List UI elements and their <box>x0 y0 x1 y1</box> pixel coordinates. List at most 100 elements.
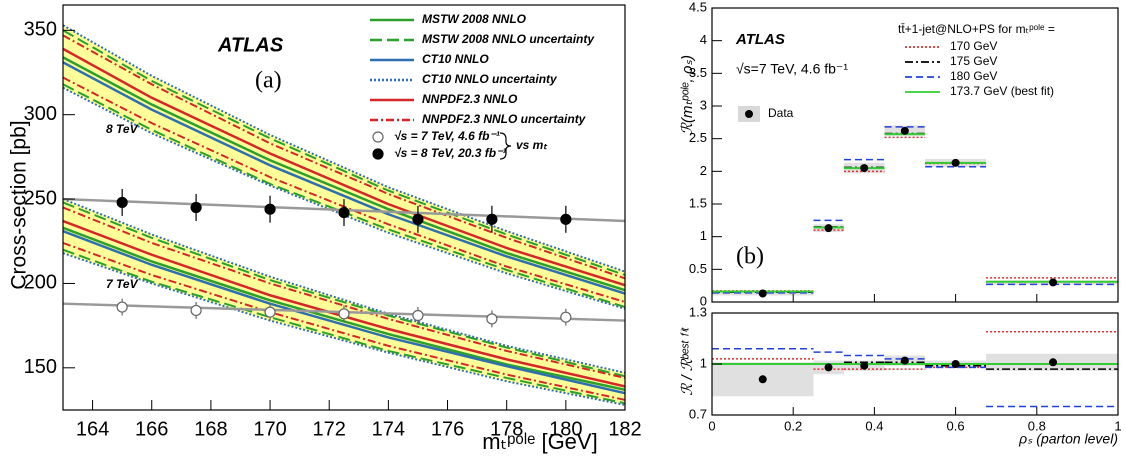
x-tick-label: 174 <box>372 418 405 440</box>
energy-label: 7 TeV <box>106 277 139 291</box>
legend-label: 173.7 GeV (best fit) <box>950 84 1054 98</box>
x-tick-label: 166 <box>135 418 168 440</box>
ratio-point <box>900 356 909 365</box>
legend-label: MSTW 2008 NNLO uncertainty <box>422 32 595 46</box>
panel-label: (b) <box>736 244 764 270</box>
x-tick-label: 168 <box>194 418 227 440</box>
data-point <box>860 164 869 173</box>
y-tick-label: 4.5 <box>689 0 707 14</box>
x-tick-label: 0.4 <box>865 418 883 433</box>
x-tick-label: 0.8 <box>1028 418 1046 433</box>
x-tick-label: 0.2 <box>784 418 802 433</box>
energy-label: √s=7 TeV, 4.6 fb⁻¹ <box>736 61 848 77</box>
data-point <box>412 213 424 225</box>
y-tick-label: 1.3 <box>689 304 707 319</box>
y-tick-label: 2.5 <box>689 130 707 145</box>
legend-label: vs mₜ <box>516 138 548 152</box>
data-point <box>190 201 202 214</box>
panel-label: (a) <box>255 68 282 94</box>
x-tick-label: 170 <box>253 418 286 440</box>
y-axis-label: Cross-section [pb] <box>8 120 31 289</box>
y-tick-label: 2 <box>700 163 707 178</box>
y-tick-label: 3 <box>700 97 707 112</box>
x-tick-label: 0.6 <box>947 418 965 433</box>
energy-label: 8 TeV <box>106 122 139 136</box>
ratio-point <box>860 361 869 370</box>
data-point <box>1049 278 1058 287</box>
y-tick-label: 0.5 <box>689 261 707 276</box>
data-point <box>560 213 572 225</box>
legend-label: 170 GeV <box>950 39 997 53</box>
y-tick-label: 0 <box>700 293 707 308</box>
x-axis-label: mₜᵖᵒˡᵉ [GeV] <box>482 429 597 454</box>
data-point <box>116 301 128 313</box>
theory-curve <box>63 34 625 280</box>
theory-curve <box>63 241 625 401</box>
legend-label: Data <box>768 106 794 120</box>
legend-marker <box>372 148 384 160</box>
y-tick-label: 150 <box>24 356 57 378</box>
data-point <box>758 289 767 298</box>
y-tick-label: 1 <box>700 355 707 370</box>
theory-curve <box>63 61 625 295</box>
data-point <box>190 304 202 317</box>
ratio-point <box>758 375 767 384</box>
data-point <box>264 306 276 318</box>
x-axis-label: ρₛ (parton level) <box>1018 431 1118 447</box>
x-tick-label: 0 <box>708 418 715 433</box>
y-tick-label: 250 <box>24 187 57 209</box>
x-tick-label: 178 <box>490 418 523 440</box>
x-tick-label: 164 <box>76 418 109 440</box>
theory-curve <box>63 29 625 276</box>
theory-curve <box>63 56 625 292</box>
plot-frame <box>711 7 1119 303</box>
y-axis-label: ℛ(mₜᵖᵒˡᵉ, ρₛ) <box>679 55 696 135</box>
x-tick-label: 172 <box>313 418 346 440</box>
theory-curve <box>63 206 625 379</box>
data-point <box>116 196 128 209</box>
ratio-y-label: ℛ / ℛᵇᵉˢᵗ ᶠⁱᵗ <box>679 327 696 396</box>
uncertainty-band <box>63 25 625 309</box>
legend-label: CT10 NNLO uncertainty <box>422 72 558 86</box>
data-point <box>338 308 350 320</box>
legend-label: √s = 8 TeV, 20.3 fb⁻¹ <box>394 146 506 160</box>
legend-label: 180 GeV <box>950 69 997 83</box>
legend-label: NNPDF2.3 NNLO <box>422 92 518 106</box>
ratio-point <box>824 363 833 372</box>
atlas-label: ATLAS <box>217 34 284 56</box>
data-point <box>486 313 498 325</box>
x-tick-label: 176 <box>431 418 464 440</box>
atlas-label: ATLAS <box>735 31 785 48</box>
theory-curve <box>63 83 625 309</box>
theory-curve <box>63 226 625 391</box>
data-point <box>824 224 833 233</box>
data-point <box>560 311 572 323</box>
y-tick-label: 200 <box>24 272 57 294</box>
theory-curve <box>63 76 625 303</box>
legend-label: √s = 7 TeV, 4.6 fb⁻¹ <box>394 129 500 143</box>
ratio-point <box>951 360 960 368</box>
legend-label: CT10 NNLO <box>422 52 489 66</box>
legend-marker <box>372 131 384 143</box>
data-point <box>264 203 276 215</box>
data-point <box>900 126 909 135</box>
plot-frame <box>62 4 626 411</box>
y-tick-label: 0.7 <box>689 406 707 421</box>
x-tick-label: 1 <box>1114 418 1121 433</box>
y-tick-label: 1.5 <box>689 195 707 210</box>
legend-marker <box>745 110 753 118</box>
legend-label: 175 GeV <box>950 54 997 68</box>
legend-brace <box>499 132 512 160</box>
legend-title: tt̄+1-jet@NLO+PS for mₜᵖᵒˡᵉ = <box>898 22 1055 36</box>
x-tick-label: 180 <box>549 418 582 440</box>
y-tick-label: 4 <box>700 32 707 47</box>
data-point <box>412 309 424 322</box>
theory-curve <box>63 248 625 405</box>
theory-curve <box>63 47 625 287</box>
legend-label: MSTW 2008 NNLO <box>422 12 527 26</box>
y-tick-label: 300 <box>24 103 57 125</box>
y-tick-label: 3.5 <box>689 65 707 80</box>
theory-curve <box>63 229 625 395</box>
data-point <box>951 158 960 167</box>
